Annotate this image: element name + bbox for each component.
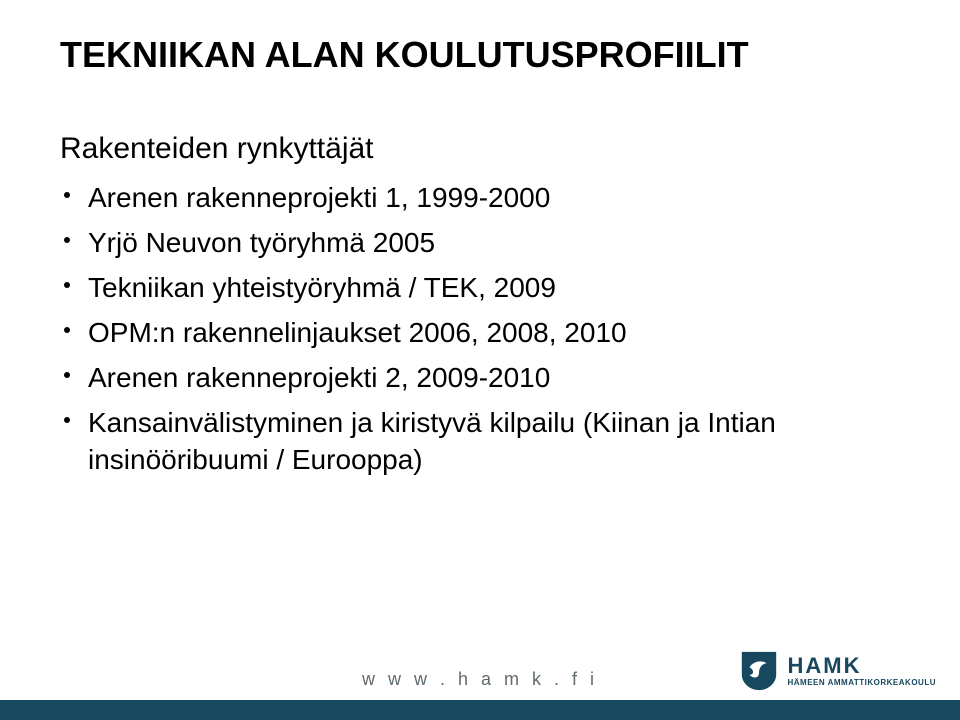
brand-logo: HAMK HÄMEEN AMMATTIKORKEAKOULU: [738, 650, 937, 692]
bullet-dot-icon: [64, 327, 70, 333]
bullet-text: Arenen rakenneprojekti 2, 2009-2010: [88, 362, 550, 393]
bullet-text: OPM:n rakennelinjaukset 2006, 2008, 2010: [88, 317, 627, 348]
bullet-dot-icon: [64, 372, 70, 378]
logo-sub-text: HÄMEEN AMMATTIKORKEAKOULU: [788, 679, 937, 687]
list-item: Yrjö Neuvon työryhmä 2005: [60, 225, 880, 262]
slide-body: Rakenteiden rynkyttäjät Arenen rakennepr…: [60, 132, 880, 487]
slide: TEKNIIKAN ALAN KOULUTUSPROFIILIT Rakente…: [0, 0, 960, 720]
list-item: OPM:n rakennelinjaukset 2006, 2008, 2010: [60, 315, 880, 352]
bullet-text: Yrjö Neuvon työryhmä 2005: [88, 227, 435, 258]
bullet-dot-icon: [64, 237, 70, 243]
list-item: Kansainvälistyminen ja kiristyvä kilpail…: [60, 405, 880, 479]
bullet-list: Arenen rakenneprojekti 1, 1999-2000 Yrjö…: [60, 180, 880, 479]
list-item: Arenen rakenneprojekti 1, 1999-2000: [60, 180, 880, 217]
bullet-dot-icon: [64, 282, 70, 288]
logo-main-text: HAMK: [788, 655, 937, 677]
slide-title: TEKNIIKAN ALAN KOULUTUSPROFIILIT: [60, 34, 749, 76]
bullet-dot-icon: [64, 192, 70, 198]
shield-icon: [738, 650, 780, 692]
bullet-dot-icon: [64, 417, 70, 423]
bullet-text: Arenen rakenneprojekti 1, 1999-2000: [88, 182, 550, 213]
bullet-text: Kansainvälistyminen ja kiristyvä kilpail…: [88, 407, 776, 475]
list-item: Tekniikan yhteistyöryhmä / TEK, 2009: [60, 270, 880, 307]
footer-bar: [0, 700, 960, 720]
logo-text: HAMK HÄMEEN AMMATTIKORKEAKOULU: [788, 655, 937, 687]
list-item: Arenen rakenneprojekti 2, 2009-2010: [60, 360, 880, 397]
bullet-text: Tekniikan yhteistyöryhmä / TEK, 2009: [88, 272, 556, 303]
body-heading: Rakenteiden rynkyttäjät: [60, 132, 880, 166]
